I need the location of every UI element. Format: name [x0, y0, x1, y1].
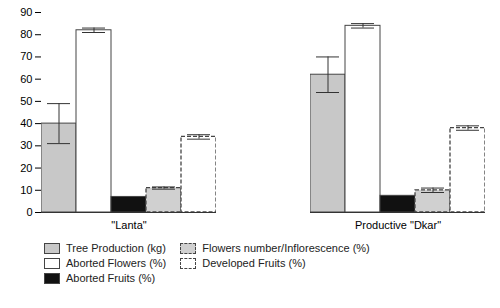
- svg-text:20: 20: [20, 162, 32, 174]
- svg-text:Productive "Dkar": Productive "Dkar": [355, 219, 441, 231]
- svg-text:70: 70: [20, 50, 32, 62]
- svg-text:80: 80: [20, 28, 32, 40]
- svg-text:60: 60: [20, 73, 32, 85]
- svg-text:40: 40: [20, 117, 32, 129]
- html-text:Aborted Flowers (%): Aborted Flowers (%): [66, 257, 167, 269]
- svg-text:30: 30: [20, 139, 32, 151]
- html-text:Flowers number/Inflorescence (: Flowers number/Inflorescence (%): [202, 242, 370, 254]
- svg-text:50: 50: [20, 95, 32, 107]
- html-text:Tree Production (kg): Tree Production (kg): [66, 242, 166, 254]
- svg-text:90: 90: [20, 6, 32, 18]
- svg-text:10: 10: [20, 184, 32, 196]
- html-text:Aborted Fruits (%): Aborted Fruits (%): [66, 272, 156, 284]
- svg-text:0: 0: [26, 206, 32, 218]
- html-text:Developed Fruits (%): Developed Fruits (%): [202, 257, 306, 269]
- svg-text:"Lanta": "Lanta": [111, 219, 146, 231]
